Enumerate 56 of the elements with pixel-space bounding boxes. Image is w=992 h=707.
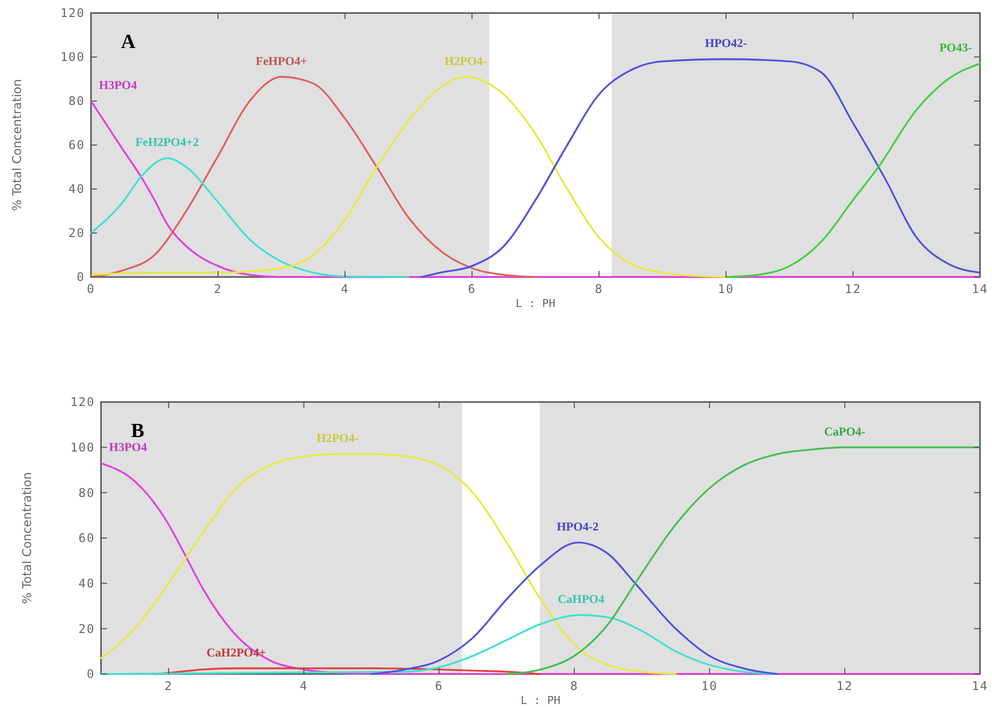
x-tick-label: 4	[340, 282, 350, 296]
y-tick-label: 0	[86, 667, 95, 682]
x-axis-title: L : PH	[520, 694, 560, 707]
y-tick-label: 20	[78, 622, 95, 636]
line-series	[506, 446, 981, 675]
y-tick-label: 40	[68, 182, 85, 196]
y-tick-label: 120	[60, 6, 85, 20]
line-series	[90, 76, 727, 278]
line-series	[100, 453, 677, 675]
text: A	[121, 31, 136, 53]
x-tick-label: 8	[594, 282, 604, 296]
series-label: FeHPO4+	[256, 54, 308, 68]
line-series	[420, 58, 981, 278]
x-tick-label: 2	[164, 679, 173, 693]
y-tick-label: 40	[78, 576, 95, 591]
y-tick-label: 0	[76, 270, 85, 284]
series-label: PO43-	[939, 40, 972, 55]
series-label: FeH2PO4+2	[135, 135, 199, 150]
x-tick-label: 10	[701, 679, 718, 693]
y-tick-label: 100	[60, 50, 85, 64]
line-series	[370, 542, 778, 675]
y-tick-label: 100	[70, 440, 95, 455]
line-series	[90, 157, 410, 278]
series-label: H2PO4-	[444, 54, 487, 68]
y-tick-label: 60	[78, 531, 95, 546]
y-axis-title: % Total Concentration	[10, 79, 24, 211]
x-tick-label: 12	[836, 679, 853, 693]
x-tick-label: 14	[972, 679, 988, 693]
series-label: H2PO4-	[316, 431, 359, 446]
y-tick-label: 20	[68, 226, 85, 240]
y-tick-label: 80	[68, 94, 85, 108]
line-series	[90, 100, 981, 278]
series-label: HPO42-	[705, 36, 747, 50]
y-tick-label: 60	[68, 138, 85, 152]
line-series	[90, 76, 536, 278]
x-tick-label: 4	[300, 679, 308, 693]
series-label: CaPO4-	[824, 424, 866, 438]
text: B	[131, 420, 144, 442]
line-series	[725, 62, 981, 278]
series-label: H3PO4	[109, 440, 147, 454]
line-series	[100, 462, 981, 675]
series-label: H3PO4	[99, 78, 137, 92]
x-tick-label: 6	[468, 282, 476, 296]
x-tick-label: 6	[434, 679, 444, 693]
x-axis-title: L : PH	[516, 297, 556, 310]
x-tick-label: 12	[844, 282, 862, 296]
line-series	[100, 614, 778, 675]
x-tick-label: 10	[718, 282, 734, 296]
x-tick-label: 8	[570, 679, 578, 693]
y-tick-label: 120	[70, 395, 95, 410]
series-label: CaHPO4	[558, 592, 604, 606]
y-axis-title: % Total Concentration	[20, 472, 34, 604]
y-tick-label: 80	[78, 486, 95, 500]
x-tick-label: 2	[214, 282, 222, 296]
series-label: HPO4-2	[556, 520, 599, 534]
x-tick-label: 14	[972, 282, 988, 296]
